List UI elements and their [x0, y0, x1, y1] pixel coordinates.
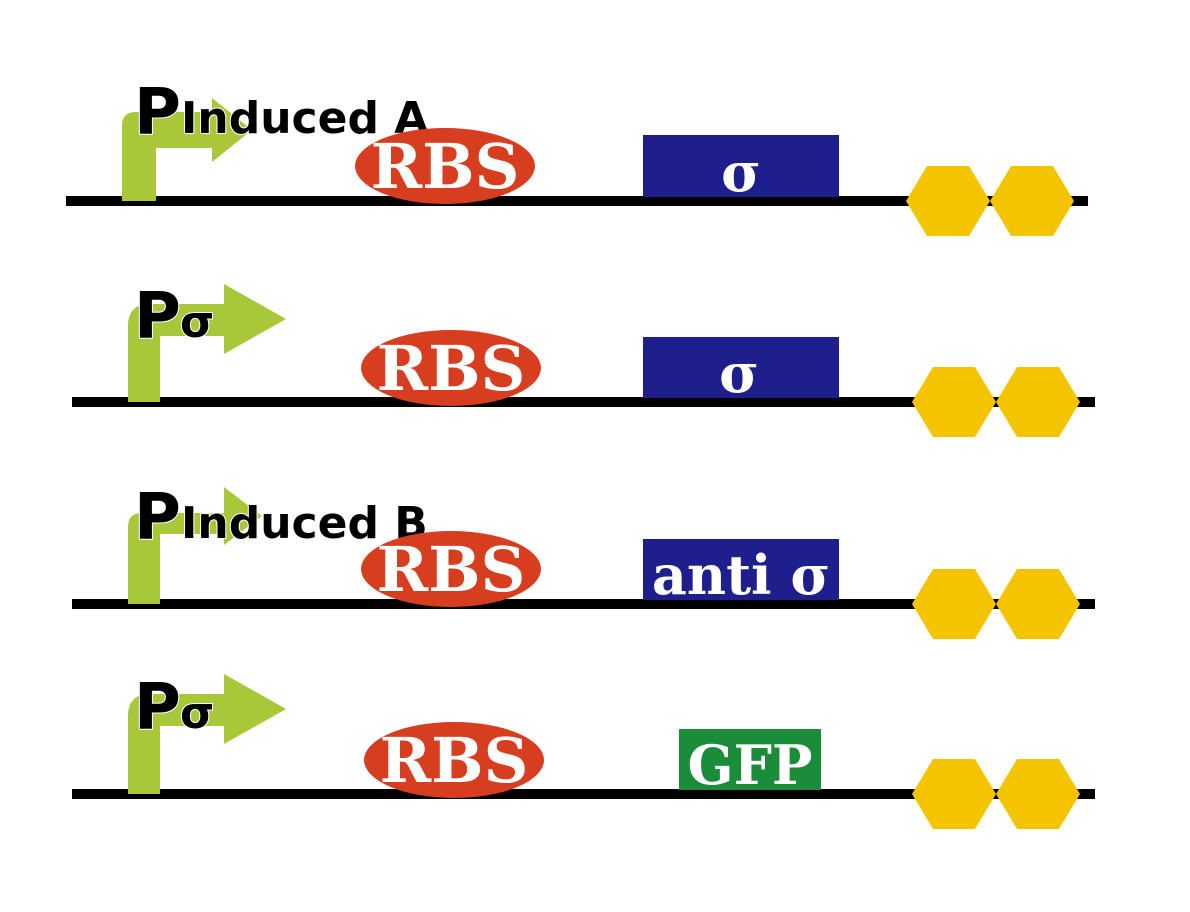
cds-label: GFP	[687, 733, 812, 797]
promoter-label: P Induced B	[133, 480, 429, 556]
promoter-arrow-icon	[128, 674, 286, 794]
promoter-label: P σ	[133, 670, 215, 746]
construct-2: P σ RBS σ	[72, 279, 1095, 437]
cds-sigma: σ	[643, 337, 839, 405]
cds-sigma: σ	[643, 135, 839, 204]
rbs-label: RBS	[377, 533, 526, 606]
double-hexagon-terminator-icon	[912, 569, 1080, 639]
construct-3: P Induced B RBS anti σ	[72, 480, 1095, 639]
promoter-letter: P	[134, 671, 181, 745]
rbs-label: RBS	[380, 724, 529, 797]
rbs-label: RBS	[371, 130, 520, 203]
cds-anti-sigma: anti σ	[643, 539, 839, 607]
promoter-label: P Induced A	[133, 75, 429, 151]
rbs-ellipse: RBS	[361, 531, 541, 607]
promoter-subscript: Induced A	[181, 93, 428, 144]
promoter-subscript: σ	[180, 297, 214, 348]
promoter-arrow-icon	[122, 98, 252, 201]
rbs-label: RBS	[377, 332, 526, 405]
cds-label: anti σ	[652, 543, 830, 607]
promoter-subscript: σ	[180, 688, 214, 739]
rbs-ellipse: RBS	[361, 330, 541, 406]
promoter-label: P σ	[133, 279, 215, 355]
promoter-letter: P	[134, 280, 181, 354]
promoter-arrow-icon	[128, 487, 262, 604]
cds-label: σ	[719, 341, 759, 405]
construct-4: P σ RBS GFP	[72, 670, 1095, 829]
promoter-subscript: Induced B	[181, 498, 428, 549]
rbs-ellipse: RBS	[355, 128, 535, 204]
double-hexagon-terminator-icon	[906, 166, 1074, 236]
double-hexagon-terminator-icon	[912, 759, 1080, 829]
rbs-ellipse: RBS	[364, 722, 544, 798]
cds-gfp: GFP	[679, 729, 821, 797]
promoter-letter: P	[134, 76, 181, 150]
double-hexagon-terminator-icon	[912, 367, 1080, 437]
construct-1: P Induced A RBS σ	[66, 75, 1088, 236]
promoter-arrow-icon	[128, 284, 286, 402]
cds-label: σ	[721, 140, 761, 204]
promoter-letter: P	[134, 481, 181, 555]
